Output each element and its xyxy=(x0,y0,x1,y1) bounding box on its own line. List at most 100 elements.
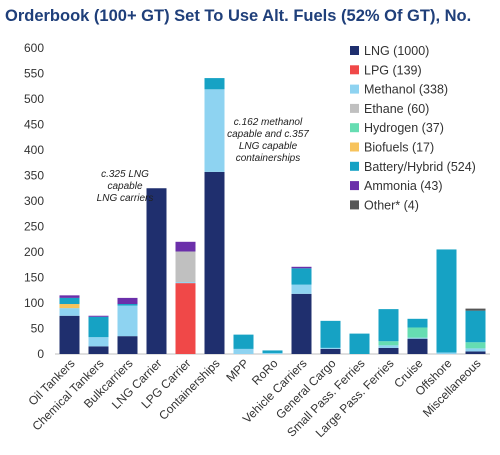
legend-label: Hydrogen (37) xyxy=(364,121,444,135)
annotation-text: capable and c.357 xyxy=(227,129,309,140)
y-tick-label: 200 xyxy=(24,245,44,259)
bar-segment xyxy=(320,348,341,354)
bar-segment xyxy=(262,352,283,354)
bar-segment xyxy=(175,251,196,283)
y-tick-label: 400 xyxy=(24,143,44,157)
bar-segment xyxy=(291,266,312,269)
y-tick-label: 300 xyxy=(24,194,44,208)
bar-segment xyxy=(88,337,109,347)
bar-stack xyxy=(88,315,109,354)
bar-segment xyxy=(59,295,80,298)
legend-swatch xyxy=(350,200,359,210)
bar-segment xyxy=(59,308,80,316)
bar-stack xyxy=(465,308,486,354)
annotation-text: containerships xyxy=(236,153,300,164)
legend-swatch xyxy=(350,161,359,171)
bar-segment xyxy=(465,348,486,352)
bar-stack xyxy=(262,350,283,354)
y-tick-label: 550 xyxy=(24,67,44,81)
legend-swatch xyxy=(350,65,359,75)
bar-segment xyxy=(436,249,457,353)
legend-label: Ethane (60) xyxy=(364,102,429,116)
bar-segment xyxy=(204,78,225,90)
bar-segment xyxy=(465,342,486,349)
bar-segment xyxy=(436,352,457,354)
bar-segment xyxy=(88,315,109,317)
bar-segment xyxy=(117,305,138,337)
bar-segment xyxy=(291,284,312,294)
legend-label: LNG (1000) xyxy=(364,44,429,58)
y-tick-label: 500 xyxy=(24,92,44,106)
y-tick-label: 100 xyxy=(24,296,44,310)
legend-label: LPG (139) xyxy=(364,63,422,77)
x-tick-label: MPP xyxy=(223,356,251,384)
legend-label: Biofuels (17) xyxy=(364,141,434,155)
bar-segment xyxy=(378,347,399,354)
bar-segment xyxy=(175,282,196,284)
y-tick-label: 450 xyxy=(24,118,44,132)
annotation-text: LNG carriers xyxy=(97,193,154,204)
bar-segment xyxy=(59,315,80,354)
bar-segment xyxy=(117,336,138,354)
bar-segment xyxy=(204,89,225,172)
bar-stack xyxy=(407,318,428,354)
bar-segment xyxy=(117,297,138,305)
bar-stack xyxy=(204,78,225,354)
bar-stack xyxy=(378,309,399,354)
bar-segment xyxy=(378,309,399,342)
bar-segment xyxy=(407,318,428,328)
bars xyxy=(59,78,486,354)
bar-segment xyxy=(88,346,109,354)
bar-segment xyxy=(262,350,283,353)
bar-segment xyxy=(204,171,225,354)
bar-segment xyxy=(291,293,312,354)
bar-stack xyxy=(175,241,196,354)
y-tick-label: 150 xyxy=(24,271,44,285)
bar-segment xyxy=(465,351,486,354)
y-tick-label: 0 xyxy=(37,347,44,361)
legend: LNG (1000) LPG (139) Methanol (338) Ethane … xyxy=(350,44,476,212)
legend-swatch xyxy=(350,103,359,113)
bar-segment xyxy=(407,337,428,339)
legend-swatch xyxy=(350,181,359,191)
y-tick-label: 600 xyxy=(24,41,44,55)
legend-label: Other* (4) xyxy=(364,198,419,212)
bar-segment xyxy=(117,304,138,306)
legend-label: Ammonia (43) xyxy=(364,179,443,193)
bar-segment xyxy=(146,188,167,354)
legend-label: Battery/Hybrid (524) xyxy=(364,160,476,174)
bar-segment xyxy=(407,338,428,354)
bar-stack xyxy=(436,249,457,354)
chart-title: Orderbook (100+ GT) Set To Use Alt. Fuel… xyxy=(5,7,471,25)
bar-stack xyxy=(233,334,254,354)
bar-segment xyxy=(378,345,399,348)
y-tick-label: 50 xyxy=(31,322,45,336)
bar-segment xyxy=(378,341,399,346)
legend-swatch xyxy=(350,46,359,55)
annotation-text: LNG capable xyxy=(239,141,298,152)
legend-swatch xyxy=(350,123,359,133)
legend-swatch xyxy=(350,142,359,152)
bar-segment xyxy=(59,304,80,309)
bar-segment xyxy=(59,297,80,305)
bar-segment xyxy=(320,320,341,348)
y-tick-label: 350 xyxy=(24,169,44,183)
bar-stack xyxy=(117,297,138,354)
bar-segment xyxy=(349,333,370,354)
bar-segment xyxy=(88,316,109,338)
bar-segment xyxy=(465,308,486,311)
bar-segment xyxy=(233,334,254,349)
bar-stack xyxy=(291,266,312,354)
bar-stack xyxy=(59,295,80,354)
annotation-text: c.325 LNG xyxy=(101,169,149,180)
bar-stack xyxy=(146,188,167,354)
bar-segment xyxy=(175,283,196,354)
bar-segment xyxy=(233,348,254,354)
annotation-text: capable xyxy=(107,181,142,192)
bar-segment xyxy=(175,241,196,252)
bar-segment xyxy=(407,327,428,338)
legend-label: Methanol (338) xyxy=(364,83,448,97)
